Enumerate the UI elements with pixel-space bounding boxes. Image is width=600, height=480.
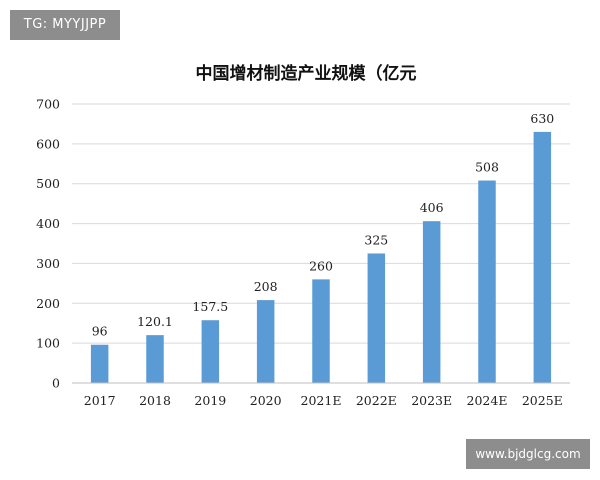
watermark-top: TG: MYYJJPP [10,10,120,40]
x-tick-label: 2022E [356,393,397,408]
bar-2020 [256,300,275,383]
data-label: 406 [420,200,444,215]
y-tick-label: 700 [36,97,60,112]
chart-title: 中国增材制造产业规模（亿元 [196,63,417,84]
data-label: 120.1 [137,314,173,329]
x-tick-label: 2021E [301,393,342,408]
bar-2022E [367,253,386,383]
data-label: 260 [309,258,333,273]
bars [90,131,552,383]
y-tick-label: 100 [36,336,60,351]
y-tick-label: 0 [52,376,60,391]
x-tick-label: 2018 [139,393,171,408]
bar-2017 [90,344,109,383]
y-tick-label: 200 [36,296,60,311]
data-label: 325 [364,232,388,247]
bar-2025E [533,131,552,383]
x-tick-label: 2025E [522,393,563,408]
data-label: 630 [530,111,554,126]
data-label: 508 [475,160,499,175]
y-tick-label: 600 [36,136,60,151]
bar-2019 [201,320,220,383]
x-tick-label: 2019 [194,393,226,408]
data-labels: 96 120.1 157.5 208 260 325 406 508 630 [92,111,555,339]
bar-2024E [478,180,496,383]
x-tick-label: 2024E [467,393,508,408]
data-label: 208 [254,279,278,294]
y-tick-label: 300 [36,256,60,271]
watermark-bottom: www.bjdglcg.com [466,439,590,469]
y-axis-ticks: 0 100 200 300 400 500 600 700 [36,97,60,391]
y-tick-label: 400 [36,216,60,231]
bar-2018 [146,335,164,383]
x-tick-label: 2020 [250,393,282,408]
data-label: 96 [92,324,108,339]
x-axis-ticks: 2017 2018 2019 2020 2021E 2022E 2023E 2024E 2025… [84,393,563,408]
y-tick-label: 500 [36,176,60,191]
data-label: 157.5 [192,299,228,314]
bar-2023E [422,221,441,383]
x-tick-label: 2023E [411,393,452,408]
bar-2021E [312,279,330,383]
x-tick-label: 2017 [84,393,116,408]
